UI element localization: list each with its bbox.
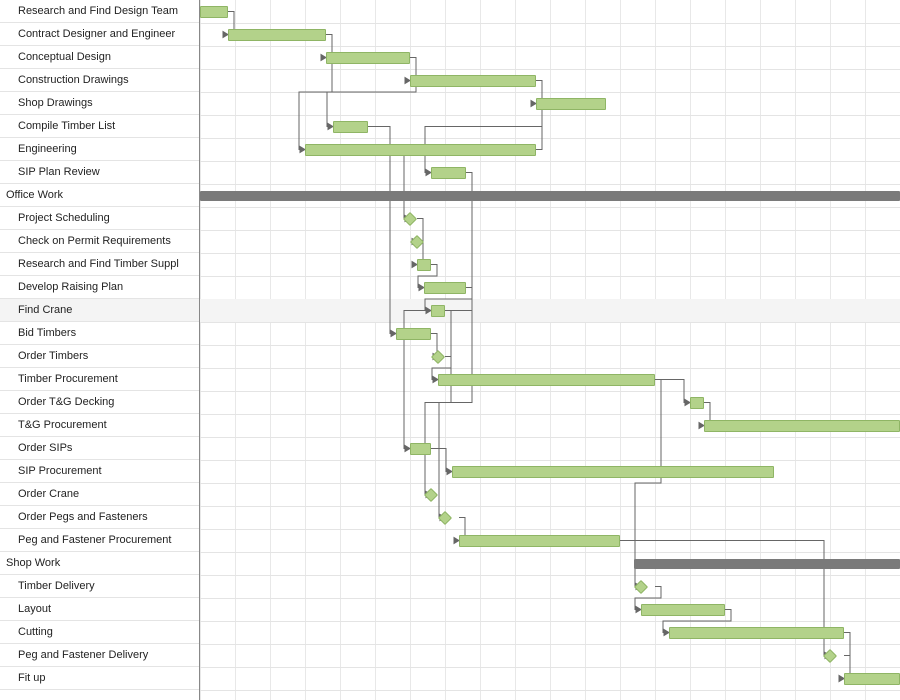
milestone-marker[interactable] [424, 487, 438, 501]
task-label: Compile Timber List [0, 115, 199, 138]
task-bar[interactable] [690, 397, 704, 409]
task-label: Fit up [0, 667, 199, 690]
milestone-marker[interactable] [634, 579, 648, 593]
task-label: Order Timbers [0, 345, 199, 368]
task-label: Bid Timbers [0, 322, 199, 345]
task-bar[interactable] [459, 535, 620, 547]
task-label: Conceptual Design [0, 46, 199, 69]
task-bar[interactable] [641, 604, 725, 616]
task-label: Develop Raising Plan [0, 276, 199, 299]
task-bar[interactable] [410, 75, 536, 87]
task-bar[interactable] [424, 282, 466, 294]
task-bar[interactable] [305, 144, 536, 156]
task-bar[interactable] [200, 6, 228, 18]
task-bar[interactable] [410, 443, 431, 455]
task-bar[interactable] [228, 29, 326, 41]
task-label: Cutting [0, 621, 199, 644]
task-label: Research and Find Design Team [0, 0, 199, 23]
task-bar[interactable] [704, 420, 900, 432]
task-label: SIP Plan Review [0, 161, 199, 184]
milestone-marker[interactable] [403, 211, 417, 225]
task-label: Timber Procurement [0, 368, 199, 391]
task-label: SIP Procurement [0, 460, 199, 483]
summary-bar[interactable] [200, 191, 900, 201]
task-label: Order SIPs [0, 437, 199, 460]
milestone-marker[interactable] [431, 349, 445, 363]
task-label: Order Crane [0, 483, 199, 506]
task-label: Timber Delivery [0, 575, 199, 598]
bar-layer [200, 0, 900, 700]
task-bar[interactable] [844, 673, 900, 685]
task-label: Shop Drawings [0, 92, 199, 115]
task-bar[interactable] [431, 305, 445, 317]
task-bar[interactable] [669, 627, 844, 639]
gantt-chart: Research and Find Design TeamContract De… [0, 0, 900, 700]
task-label: Peg and Fastener Delivery [0, 644, 199, 667]
task-bar[interactable] [396, 328, 431, 340]
task-label: Order Pegs and Fasteners [0, 506, 199, 529]
task-label: Peg and Fastener Procurement [0, 529, 199, 552]
task-label: T&G Procurement [0, 414, 199, 437]
task-label: Research and Find Timber Suppl [0, 253, 199, 276]
task-bar[interactable] [431, 167, 466, 179]
task-label: Check on Permit Requirements [0, 230, 199, 253]
milestone-marker[interactable] [438, 510, 452, 524]
task-label: Contract Designer and Engineer [0, 23, 199, 46]
task-label: Layout [0, 598, 199, 621]
milestone-marker[interactable] [410, 234, 424, 248]
gantt-timeline [200, 0, 900, 700]
task-bar[interactable] [326, 52, 410, 64]
task-label: Construction Drawings [0, 69, 199, 92]
task-label: Find Crane [0, 299, 199, 322]
task-label: Order T&G Decking [0, 391, 199, 414]
task-bar[interactable] [417, 259, 431, 271]
task-label: Shop Work [0, 552, 199, 575]
task-bar[interactable] [452, 466, 774, 478]
summary-bar[interactable] [634, 559, 900, 569]
milestone-marker[interactable] [823, 648, 837, 662]
task-bar[interactable] [333, 121, 368, 133]
task-bar[interactable] [438, 374, 655, 386]
task-bar[interactable] [536, 98, 606, 110]
task-label: Office Work [0, 184, 199, 207]
task-label: Project Scheduling [0, 207, 199, 230]
task-label-column: Research and Find Design TeamContract De… [0, 0, 200, 700]
task-label: Engineering [0, 138, 199, 161]
